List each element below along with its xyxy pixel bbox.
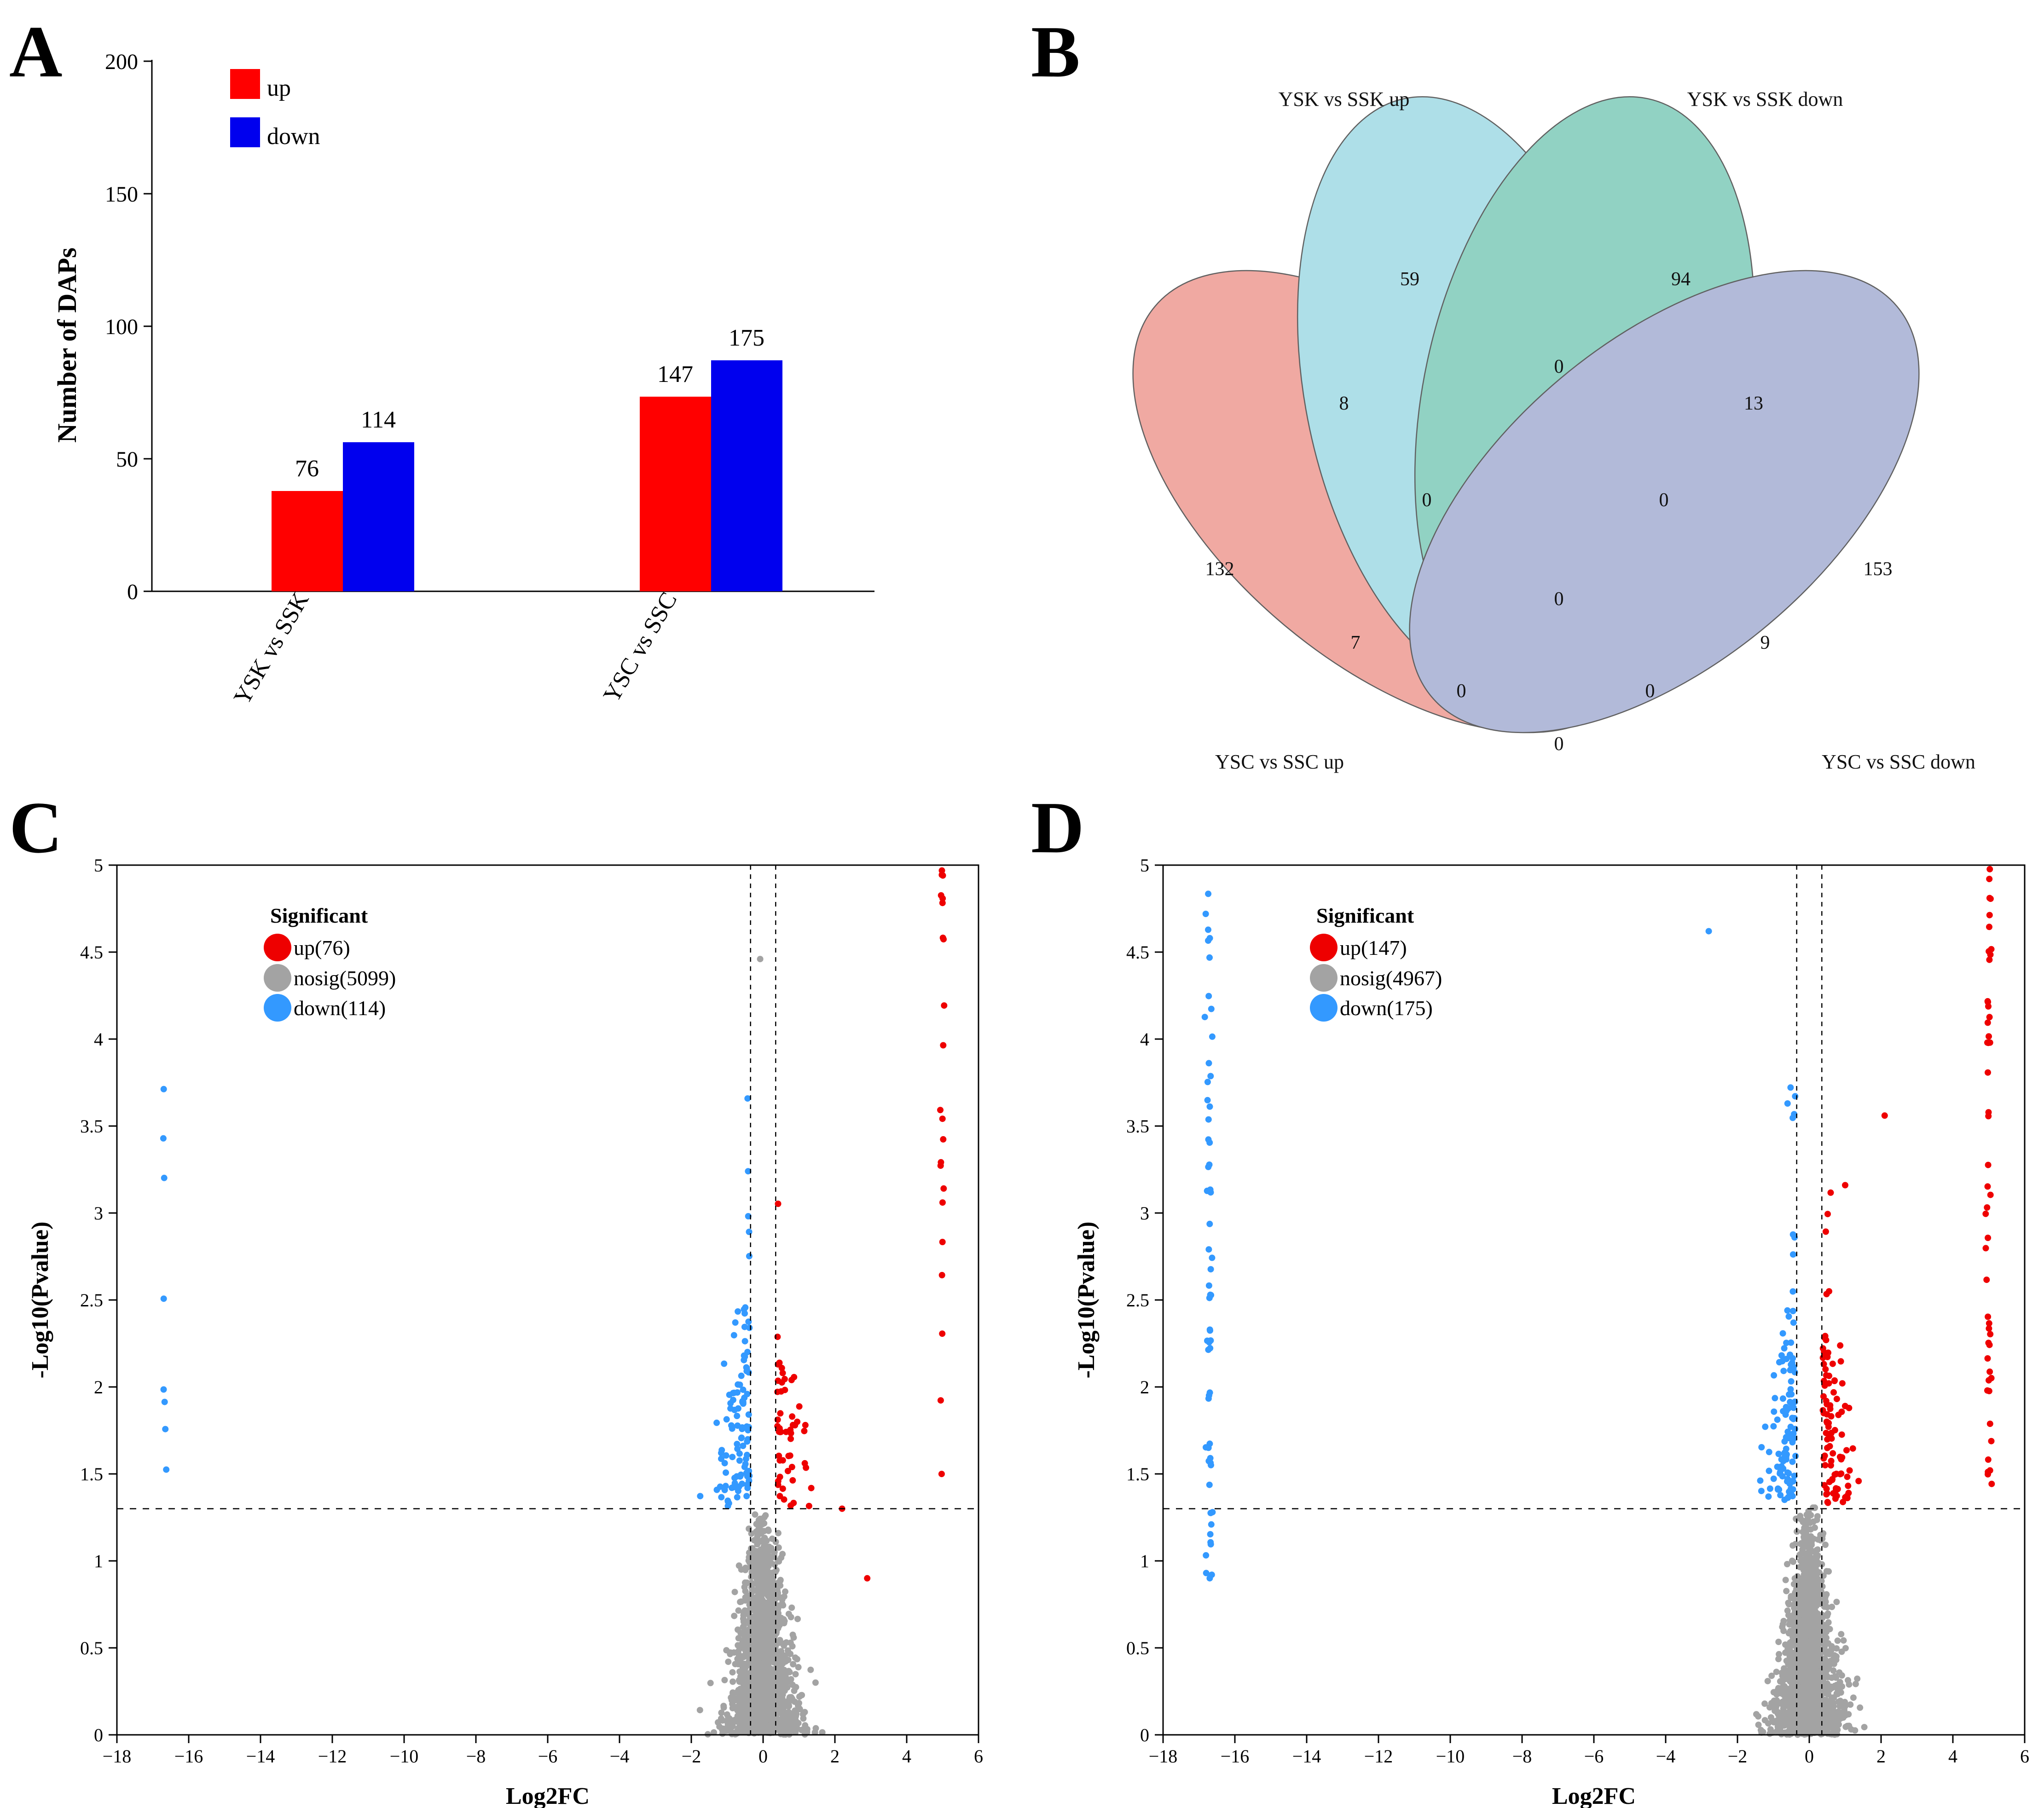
svg-text:0: 0	[1805, 1746, 1814, 1767]
svg-text:0.5: 0.5	[1126, 1638, 1149, 1658]
svg-text:2: 2	[830, 1746, 840, 1767]
svg-text:2: 2	[1876, 1746, 1886, 1767]
svg-text:6: 6	[974, 1746, 983, 1767]
svg-text:3.5: 3.5	[1126, 1116, 1149, 1137]
svg-text:Log2FC: Log2FC	[1552, 1783, 1636, 1808]
svg-text:down(114): down(114)	[294, 996, 386, 1020]
svg-text:4.5: 4.5	[1126, 942, 1149, 963]
svg-text:−14: −14	[246, 1746, 275, 1767]
svg-text:5: 5	[94, 855, 103, 876]
svg-text:2.5: 2.5	[1126, 1290, 1149, 1311]
svg-text:−12: −12	[1364, 1746, 1393, 1767]
svg-text:4: 4	[94, 1029, 103, 1050]
svg-text:4: 4	[1140, 1029, 1149, 1050]
svg-text:1.5: 1.5	[1126, 1464, 1149, 1485]
svg-text:−14: −14	[1292, 1746, 1321, 1767]
svg-text:1: 1	[94, 1551, 103, 1571]
svg-text:3.5: 3.5	[80, 1116, 103, 1137]
svg-text:up(147): up(147)	[1340, 936, 1407, 959]
svg-text:Significant: Significant	[270, 904, 368, 927]
svg-text:−18: −18	[1149, 1746, 1178, 1767]
svg-text:−12: −12	[318, 1746, 347, 1767]
svg-text:−16: −16	[174, 1746, 203, 1767]
svg-text:4.5: 4.5	[80, 942, 103, 963]
svg-text:-Log10(Pvalue): -Log10(Pvalue)	[27, 1222, 53, 1379]
svg-text:3: 3	[1140, 1203, 1149, 1224]
svg-text:D: D	[1031, 786, 1084, 868]
svg-text:4: 4	[902, 1746, 911, 1767]
svg-text:−8: −8	[1512, 1746, 1532, 1767]
svg-text:−8: −8	[466, 1746, 486, 1767]
svg-text:−2: −2	[1728, 1746, 1748, 1767]
svg-text:0.5: 0.5	[80, 1638, 103, 1658]
svg-text:up(76): up(76)	[294, 936, 350, 959]
svg-text:2: 2	[1140, 1377, 1149, 1398]
svg-text:2.5: 2.5	[80, 1290, 103, 1311]
svg-text:1: 1	[1140, 1551, 1149, 1571]
svg-text:−10: −10	[1436, 1746, 1465, 1767]
svg-text:4: 4	[1948, 1746, 1957, 1767]
svg-text:−4: −4	[1656, 1746, 1676, 1767]
svg-text:C: C	[9, 786, 63, 868]
svg-text:nosig(5099): nosig(5099)	[294, 966, 396, 990]
svg-text:−4: −4	[610, 1746, 630, 1767]
svg-text:Log2FC: Log2FC	[506, 1783, 590, 1808]
svg-text:nosig(4967): nosig(4967)	[1340, 966, 1442, 990]
svg-text:−16: −16	[1221, 1746, 1250, 1767]
svg-text:0: 0	[94, 1725, 103, 1745]
svg-text:−6: −6	[1584, 1746, 1604, 1767]
svg-text:3: 3	[94, 1203, 103, 1224]
svg-text:2: 2	[94, 1377, 103, 1398]
svg-text:−6: −6	[538, 1746, 558, 1767]
svg-text:down(175): down(175)	[1340, 996, 1433, 1020]
svg-text:−10: −10	[390, 1746, 419, 1767]
svg-text:5: 5	[1140, 855, 1149, 876]
svg-text:6: 6	[2020, 1746, 2029, 1767]
svg-text:−18: −18	[103, 1746, 132, 1767]
svg-text:0: 0	[759, 1746, 768, 1767]
svg-text:0: 0	[1140, 1725, 1149, 1745]
svg-text:−2: −2	[682, 1746, 701, 1767]
svg-text:1.5: 1.5	[80, 1464, 103, 1485]
svg-text:Significant: Significant	[1316, 904, 1414, 927]
svg-text:-Log10(Pvalue): -Log10(Pvalue)	[1073, 1222, 1100, 1379]
